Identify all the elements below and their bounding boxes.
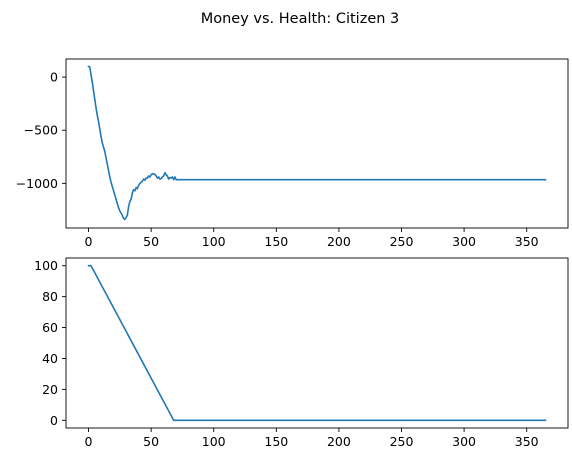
- health-x-tick-label: 350: [515, 434, 539, 449]
- money-x-tick-label: 100: [202, 234, 226, 249]
- money-x-tick-label: 150: [264, 234, 288, 249]
- health-y-tick-label: 60: [42, 320, 58, 335]
- money-series-line: [87, 65, 547, 221]
- health-y-tick-label: 0: [50, 413, 58, 428]
- money-x-tick-label: 250: [390, 234, 414, 249]
- health-y-tick-label: 40: [42, 351, 58, 366]
- health-y-tick-label: 100: [34, 258, 58, 273]
- health-y-tick-label: 20: [42, 382, 58, 397]
- money-x-tick-label: 50: [143, 234, 159, 249]
- health-x-tick-label: 300: [452, 434, 476, 449]
- money-x-tick-label: 350: [515, 234, 539, 249]
- health-axes-frame: [65, 257, 569, 429]
- money-axes-frame: [65, 58, 569, 229]
- health-x-tick-label: 0: [85, 434, 93, 449]
- health-x-tick-label: 100: [202, 434, 226, 449]
- figure-title: Money vs. Health: Citizen 3: [201, 11, 400, 27]
- money-x-tick-label: 200: [327, 234, 351, 249]
- health-x-tick-label: 200: [327, 434, 351, 449]
- health-y-tick-label: 80: [42, 289, 58, 304]
- health-subplot: 0 50 100 150 200 250 300 350 0 20 40 60 80 100: [34, 257, 569, 449]
- health-x-tick-label: 250: [390, 434, 414, 449]
- health-series-line: [87, 264, 547, 422]
- money-y-tick-label: −1000: [16, 176, 58, 191]
- money-subplot: 0 50 100 150 200 250 300 350 −1000 −500 0: [16, 58, 569, 249]
- health-x-tick-label: 50: [143, 434, 159, 449]
- money-x-tick-label: 300: [452, 234, 476, 249]
- money-x-tick-label: 0: [85, 234, 93, 249]
- health-x-tick-label: 150: [264, 434, 288, 449]
- money-y-tick-label: −500: [24, 123, 58, 138]
- money-y-tick-label: 0: [50, 70, 58, 85]
